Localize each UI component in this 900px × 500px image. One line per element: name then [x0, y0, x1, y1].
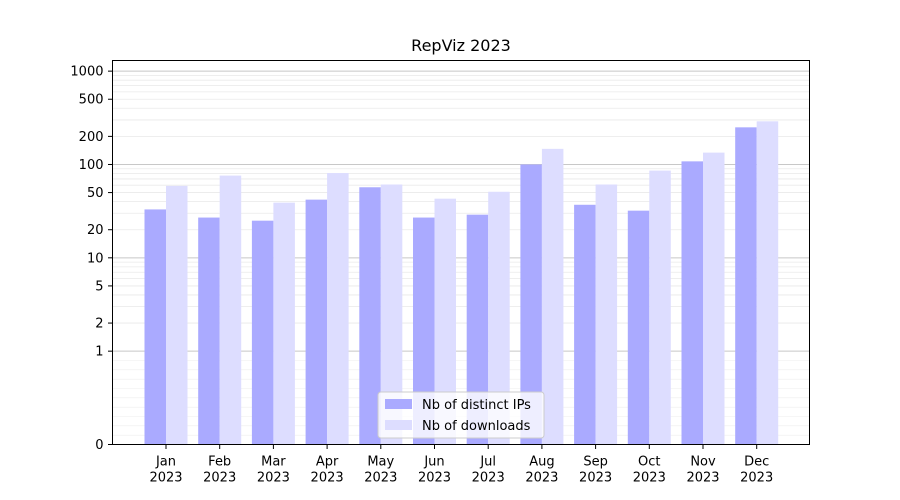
x-tick-label-month: Jan	[155, 455, 176, 470]
bar-downloads	[703, 152, 725, 445]
legend-swatch	[385, 420, 412, 430]
bar-downloads	[649, 170, 671, 445]
x-tick-label-year: 2023	[525, 471, 558, 486]
x-tick-label-month: Sep	[583, 455, 608, 470]
bar-distinct-ips	[681, 161, 703, 445]
y-tick-label: 100	[79, 158, 104, 173]
bar-distinct-ips	[574, 204, 596, 445]
x-tick-label-month: Nov	[690, 455, 716, 470]
y-tick-label: 500	[79, 93, 104, 108]
x-tick-label-month: Feb	[208, 455, 231, 470]
x-tick-label-year: 2023	[418, 471, 451, 486]
plot-frame	[112, 60, 810, 445]
chart-title: RepViz 2023	[411, 36, 511, 55]
bar-downloads	[380, 184, 403, 445]
y-tick-label: 1	[95, 345, 103, 360]
x-tick-label-month: May	[367, 455, 394, 470]
x-tick-label-month: Oct	[638, 455, 660, 470]
y-tick-label: 20	[87, 223, 104, 238]
bar-downloads	[541, 148, 564, 445]
x-tick-label-year: 2023	[472, 471, 505, 486]
x-tick-label-year: 2023	[579, 471, 612, 486]
bar-distinct-ips	[413, 217, 435, 445]
x-tick-label-year: 2023	[364, 471, 397, 486]
x-tick-label-year: 2023	[740, 471, 773, 486]
bar-distinct-ips	[305, 199, 328, 445]
bar-downloads	[166, 185, 188, 445]
x-tick-label-year: 2023	[686, 471, 719, 486]
legend-box	[377, 391, 545, 439]
y-tick-label: 200	[79, 130, 104, 145]
bar-downloads	[756, 121, 779, 445]
x-tick-label-year: 2023	[257, 471, 290, 486]
bar-distinct-ips	[144, 209, 166, 445]
bar-distinct-ips	[466, 214, 489, 445]
y-tick-label: 10	[87, 251, 104, 266]
x-tick-label-year: 2023	[203, 471, 236, 486]
bar-downloads	[434, 198, 456, 445]
y-tick-label: 1000	[70, 65, 103, 80]
x-axis: Jan2023Feb2023Mar2023Apr2023May2023Jun20…	[149, 444, 773, 486]
bar-downloads	[488, 191, 510, 445]
y-tick-label: 50	[87, 186, 104, 201]
bar-downloads	[327, 173, 349, 445]
bar-downloads	[219, 175, 242, 445]
x-tick-label-year: 2023	[311, 471, 344, 486]
x-tick-label-month: Aug	[529, 455, 554, 470]
bar-downloads	[595, 184, 618, 445]
x-tick-label-year: 2023	[633, 471, 666, 486]
bar-distinct-ips	[198, 217, 220, 445]
bar-distinct-ips	[627, 210, 650, 445]
x-tick-label-month: Mar	[261, 455, 286, 470]
x-tick-label-year: 2023	[149, 471, 182, 486]
legend-swatch	[385, 399, 412, 409]
x-tick-label-month: Jul	[479, 455, 496, 470]
legend-label: Nb of distinct IPs	[422, 398, 531, 413]
legend-label: Nb of downloads	[422, 419, 531, 434]
bar-distinct-ips	[735, 127, 757, 445]
y-tick-label: 0	[95, 438, 103, 453]
bars	[144, 121, 779, 445]
bar-downloads	[273, 202, 295, 445]
bar-distinct-ips	[359, 187, 381, 445]
x-tick-label-month: Dec	[744, 455, 769, 470]
bar-distinct-ips	[520, 164, 542, 445]
bar-distinct-ips	[251, 220, 274, 445]
y-tick-label: 5	[95, 279, 103, 294]
y-tick-label: 2	[95, 317, 103, 332]
legend: Nb of distinct IPs Nb of downloads	[377, 391, 545, 439]
x-tick-label-month: Jun	[423, 455, 444, 470]
x-tick-label-month: Apr	[316, 455, 339, 470]
y-axis: 0 1 2 5 10 20 50 100 200 500 1000	[70, 65, 113, 453]
